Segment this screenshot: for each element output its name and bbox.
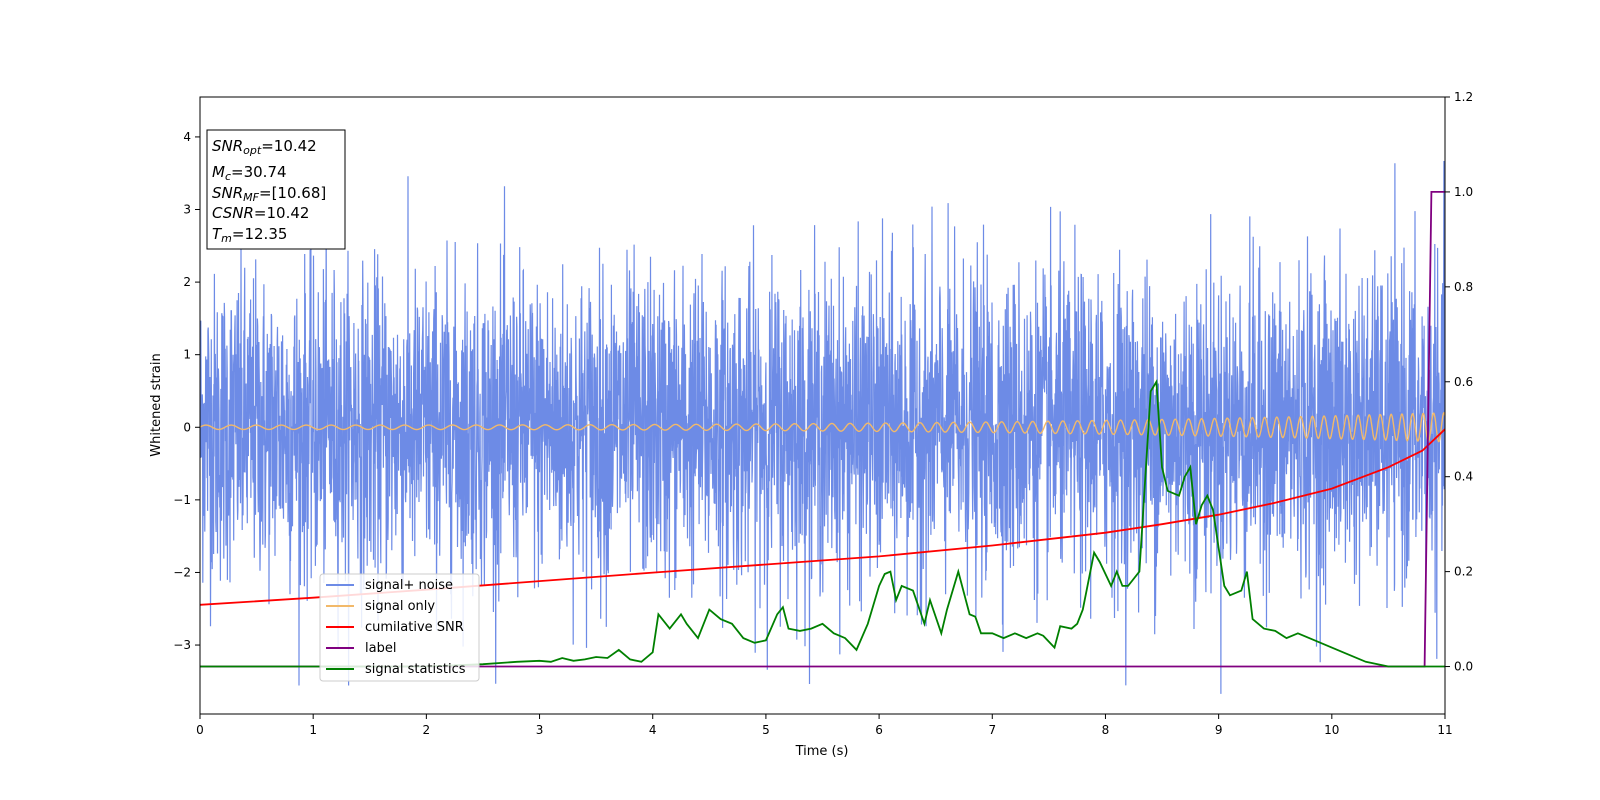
legend-label-signal-noise: signal+ noise bbox=[365, 578, 453, 593]
plot-area bbox=[200, 160, 1445, 694]
y-axis-title: Whitened strain bbox=[149, 353, 164, 456]
legend-frame bbox=[319, 573, 480, 682]
y-left-tick-label: −2 bbox=[173, 565, 191, 579]
info-snr-opt: SNRopt=10.42 bbox=[212, 137, 317, 157]
series-signal-noise bbox=[200, 160, 1445, 694]
info-box-frame bbox=[206, 129, 346, 250]
legend-label-cumulative-snr: cumilative SNR bbox=[365, 620, 464, 635]
series-signal-statistics bbox=[200, 378, 1445, 668]
legend-label-label: label bbox=[365, 641, 396, 656]
x-tick-label: 11 bbox=[1437, 723, 1452, 737]
x-tick-label: 7 bbox=[988, 723, 996, 737]
y-left-tick-label: 3 bbox=[183, 203, 191, 217]
x-tick-label: 5 bbox=[762, 723, 770, 737]
y-right-tick-label: 0.2 bbox=[1454, 565, 1473, 579]
legend-label-signal-only: signal only bbox=[365, 599, 435, 614]
info-csnr: CSNR=10.42 bbox=[212, 204, 309, 222]
x-tick-label: 8 bbox=[1102, 723, 1110, 737]
y-right-tick-label: 0.0 bbox=[1454, 660, 1473, 674]
x-tick-label: 3 bbox=[536, 723, 544, 737]
series-signal-only bbox=[200, 412, 1445, 443]
x-tick-label: 6 bbox=[875, 723, 883, 737]
x-tick-label: 10 bbox=[1324, 723, 1339, 737]
y-axis-left: −3 −2 −1 0 1 2 3 4 bbox=[173, 130, 200, 652]
y-right-tick-label: 0.6 bbox=[1454, 375, 1473, 389]
y-left-tick-label: −1 bbox=[173, 493, 191, 507]
series-cumulative-snr bbox=[200, 428, 1445, 606]
info-mc: Mc=30.74 bbox=[212, 163, 287, 183]
plot-frame bbox=[199, 96, 1446, 715]
x-tick-label: 4 bbox=[649, 723, 657, 737]
y-left-tick-label: 4 bbox=[183, 130, 191, 144]
y-right-tick-label: 0.4 bbox=[1454, 470, 1473, 484]
y-left-tick-label: 1 bbox=[183, 348, 191, 362]
x-axis: 0 1 2 3 4 5 6 7 8 9 10 11 bbox=[196, 714, 1453, 737]
x-tick-label: 2 bbox=[423, 723, 431, 737]
y-left-tick-label: −3 bbox=[173, 638, 191, 652]
y-right-tick-label: 0.8 bbox=[1454, 280, 1473, 294]
y-right-tick-label: 1.0 bbox=[1454, 185, 1473, 199]
legend-label-signal-statistics: signal statistics bbox=[365, 662, 466, 677]
x-tick-label: 1 bbox=[309, 723, 317, 737]
y-left-tick-label: 2 bbox=[183, 275, 191, 289]
info-box: SNRopt=10.42 Mc=30.74 SNRMF=[10.68] CSNR… bbox=[206, 129, 346, 250]
y-axis-right: 0.0 0.2 0.4 0.6 0.8 1.0 1.2 bbox=[1445, 90, 1473, 674]
x-tick-label: 9 bbox=[1215, 723, 1223, 737]
x-axis-title: Time (s) bbox=[795, 744, 849, 759]
info-tm: Tm=12.35 bbox=[212, 225, 287, 245]
info-snr-mf: SNRMF=[10.68] bbox=[212, 184, 326, 204]
x-tick-label: 0 bbox=[196, 723, 204, 737]
y-left-tick-label: 0 bbox=[183, 420, 191, 434]
y-right-tick-label: 1.2 bbox=[1454, 90, 1473, 104]
legend: signal+ noise signal only cumilative SNR… bbox=[319, 573, 480, 682]
series-label bbox=[200, 191, 1445, 668]
